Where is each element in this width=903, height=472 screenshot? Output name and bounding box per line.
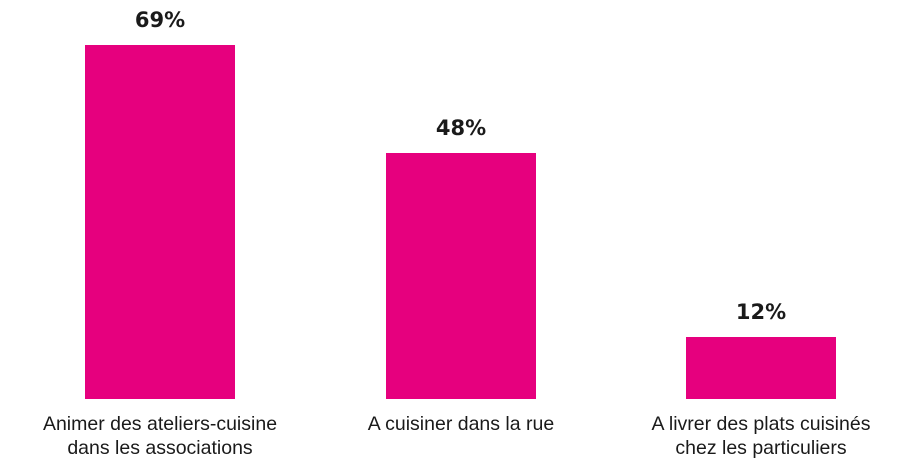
value-label-0: 69%	[134, 8, 186, 32]
category-label-2-line-1: A livrer des plats cuisinés	[651, 413, 871, 435]
value-label-1: 48%	[435, 115, 487, 140]
category-label-0-line-1: Animer des ateliers-cuisine	[42, 413, 278, 435]
category-label-2: A livrer des plats cuisinés chez les par…	[606, 412, 903, 460]
value-label-2: 12%	[735, 300, 787, 325]
category-label-0-line-2: dans les associations	[67, 437, 253, 459]
bar-0	[85, 45, 235, 399]
bar-1	[386, 152, 536, 399]
category-label-2-line-2: chez les particuliers	[675, 437, 847, 459]
category-label-1-line-1: A cuisiner dans la rue	[367, 413, 555, 435]
category-label-0: Animer des ateliers-cuisine dans les ass…	[5, 412, 315, 460]
bar-2	[686, 337, 836, 399]
category-label-1: A cuisiner dans la rue	[306, 412, 616, 436]
